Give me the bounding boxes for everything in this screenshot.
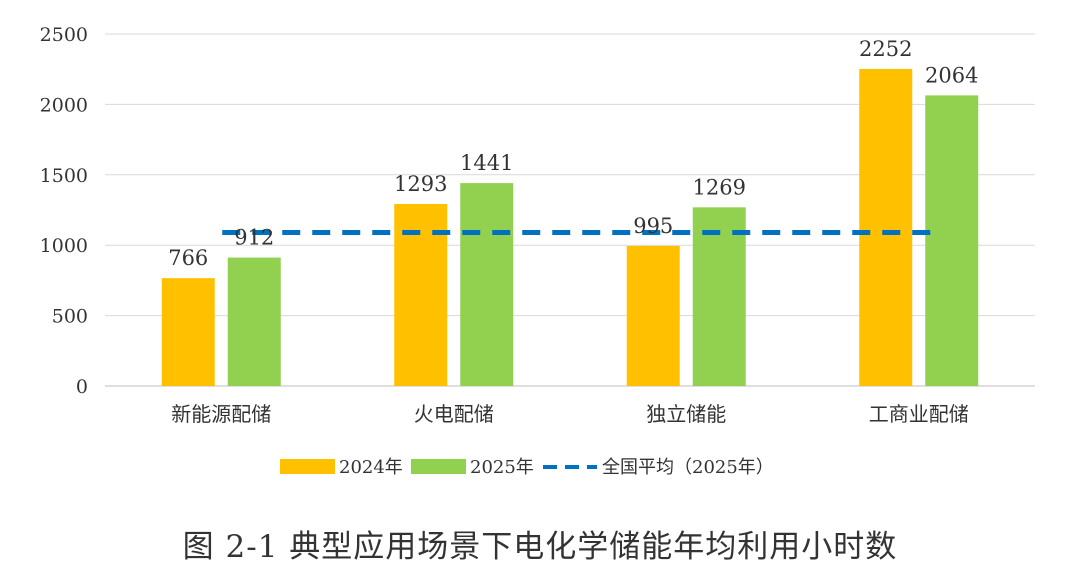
bar bbox=[859, 68, 913, 387]
data-label: 2064 bbox=[925, 63, 978, 87]
bars bbox=[161, 68, 979, 387]
legend-label: 2024年 bbox=[339, 457, 403, 478]
y-tick-label: 1500 bbox=[40, 165, 88, 187]
bar bbox=[692, 207, 746, 386]
x-category-label: 独立储能 bbox=[646, 402, 726, 426]
x-category-label: 工商业配储 bbox=[869, 402, 969, 426]
y-tick-label: 2000 bbox=[40, 94, 88, 116]
bar bbox=[925, 95, 979, 387]
data-label: 1293 bbox=[394, 172, 447, 196]
data-label: 995 bbox=[633, 214, 673, 238]
bar bbox=[227, 257, 281, 386]
bar bbox=[161, 278, 215, 386]
bar bbox=[460, 183, 514, 386]
y-tick-label: 0 bbox=[76, 376, 88, 398]
x-category-label: 新能源配储 bbox=[171, 402, 271, 426]
data-label: 2252 bbox=[859, 37, 912, 61]
x-category-label: 火电配储 bbox=[414, 402, 494, 426]
x-axis-categories: 新能源配储 火电配储 独立储能 工商业配储 bbox=[171, 402, 969, 426]
data-label: 912 bbox=[234, 226, 274, 250]
y-tick-label: 500 bbox=[52, 306, 88, 328]
y-tick-label: 2500 bbox=[40, 24, 88, 46]
data-labels: 766 912 1293 1441 995 1269 2252 2064 bbox=[168, 37, 978, 270]
bar bbox=[626, 245, 680, 386]
data-label: 766 bbox=[168, 246, 208, 270]
legend: 2024年 2025年 全国平均（2025年） bbox=[280, 457, 774, 478]
legend-swatch bbox=[280, 459, 335, 474]
y-tick-label: 1000 bbox=[40, 235, 88, 257]
y-axis-ticks: 0 500 1000 1500 2000 2500 bbox=[40, 24, 88, 398]
legend-label: 全国平均（2025年） bbox=[602, 457, 774, 478]
legend-swatch bbox=[411, 459, 466, 474]
data-label: 1269 bbox=[693, 175, 746, 199]
figure-caption: 图 2-1 典型应用场景下电化学储能年均利用小时数 bbox=[183, 529, 898, 565]
legend-label: 2025年 bbox=[470, 457, 534, 478]
data-label: 1441 bbox=[460, 151, 513, 175]
